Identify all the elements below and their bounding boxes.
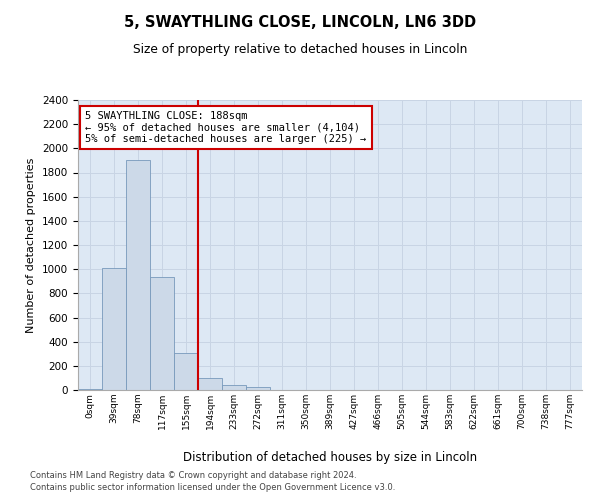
Text: Contains public sector information licensed under the Open Government Licence v3: Contains public sector information licen…: [30, 484, 395, 492]
Bar: [102, 268, 126, 390]
Text: 5, SWAYTHLING CLOSE, LINCOLN, LN6 3DD: 5, SWAYTHLING CLOSE, LINCOLN, LN6 3DD: [124, 15, 476, 30]
Text: 5 SWAYTHLING CLOSE: 188sqm
← 95% of detached houses are smaller (4,104)
5% of se: 5 SWAYTHLING CLOSE: 188sqm ← 95% of deta…: [85, 111, 367, 144]
Bar: [246, 387, 270, 390]
Bar: [222, 384, 246, 390]
Bar: [78, 389, 102, 390]
Bar: [150, 277, 174, 390]
Text: Contains HM Land Registry data © Crown copyright and database right 2024.: Contains HM Land Registry data © Crown c…: [30, 471, 356, 480]
Bar: [198, 378, 222, 390]
Bar: [126, 160, 150, 390]
Text: Distribution of detached houses by size in Lincoln: Distribution of detached houses by size …: [183, 451, 477, 464]
Y-axis label: Number of detached properties: Number of detached properties: [26, 158, 37, 332]
Text: Size of property relative to detached houses in Lincoln: Size of property relative to detached ho…: [133, 42, 467, 56]
Bar: [174, 352, 198, 390]
